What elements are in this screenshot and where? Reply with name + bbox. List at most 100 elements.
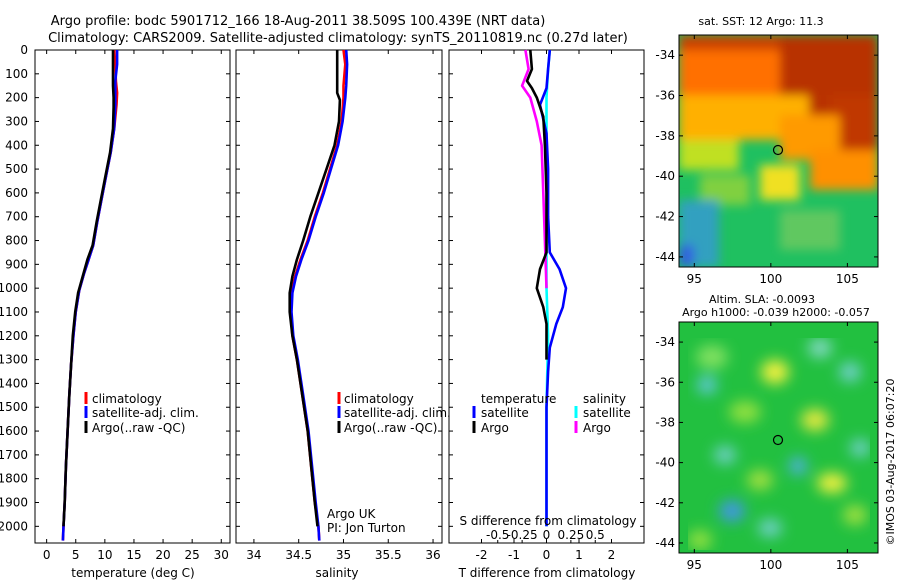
depth-tick-label: 700 (5, 210, 28, 224)
series-line-argo-raw-qc- (62, 50, 115, 527)
depth-tick-label: 1200 (0, 329, 28, 343)
sla-map-ticks: -34 -36 -38 -40 -42 -44 95 100 105 (655, 322, 878, 572)
credit-line-2: PI: Jon Turton (327, 521, 406, 535)
difference-profiles (520, 49, 568, 527)
credit-line-1: Argo UK (327, 507, 376, 521)
lat-tick-label: -34 (655, 48, 675, 62)
salinity-profiles (288, 49, 349, 541)
x-tick-label: 34.5 (285, 548, 312, 562)
depth-tick-label: 200 (5, 91, 28, 105)
lat-tick-label: -44 (655, 250, 675, 264)
s-tick-label: 0.5 (586, 528, 605, 542)
lat-tick-label: -42 (655, 210, 675, 224)
x-tick-label: 0 (43, 548, 51, 562)
series-line-salinity-argo (520, 49, 548, 289)
depth-tick-label: 0 (20, 43, 28, 57)
x-tick-label: 36 (425, 548, 440, 562)
depth-tick-label: 1600 (0, 424, 28, 438)
x-tick-label: -2 (476, 548, 488, 562)
sst-heatmap (679, 35, 878, 267)
s-tick-label: 0 (543, 528, 551, 542)
sla-map-title: Altim. SLA: -0.0093 (709, 293, 815, 306)
legend-label-argo: Argo(..raw -QC) (92, 421, 185, 435)
series-line-climatology (61, 49, 119, 541)
lat-tick-label: -44 (655, 536, 675, 550)
lat-tick-label: -38 (655, 129, 675, 143)
x-tick-label: 20 (155, 548, 170, 562)
lon-tick-label: 100 (759, 272, 782, 286)
lon-tick-label: 95 (687, 272, 702, 286)
salinity-legend: climatology satellite-adj. clim. Argo(..… (337, 392, 451, 435)
legend-label-satellite: satellite-adj. clim. (92, 406, 199, 420)
lat-tick-label: -36 (655, 89, 675, 103)
legend-label-argo: Argo(..raw -QC) (344, 421, 437, 435)
t-difference-axis-label: T difference from climatology (458, 566, 636, 580)
lat-tick-label: -40 (655, 456, 675, 470)
sst-argo-marker (772, 144, 784, 156)
sst-map-title: sat. SST: 12 Argo: 11.3 (698, 15, 823, 28)
temperature-x-axis-label: temperature (deg C) (71, 566, 194, 580)
series-line-temperature-satellite (538, 49, 568, 527)
s-difference-axis-label: S difference from climatology (460, 514, 637, 528)
depth-tick-label: 1400 (0, 376, 28, 390)
sla-heatmap (679, 322, 878, 553)
depth-tick-label: 1000 (0, 281, 28, 295)
lat-tick-label: -38 (655, 415, 675, 429)
series-line-satellite-adj-clim- (61, 50, 119, 541)
legend-title-salinity: salinity (583, 392, 626, 406)
difference-x-ticks: -2 -1 0 1 2 -0.5-0.25 0 0.25 0.5 (476, 50, 616, 562)
lat-tick-label: -40 (655, 169, 675, 183)
sla-argo-marker (772, 434, 784, 446)
depth-tick-label: 600 (5, 186, 28, 200)
series-line-temperature-argo (525, 49, 548, 360)
legend-label-sal-satellite: satellite (583, 406, 631, 420)
depth-tick-label: 1800 (0, 472, 28, 486)
salinity-plot-frame (235, 49, 443, 544)
temperature-legend: climatology satellite-adj. clim. Argo(..… (84, 392, 199, 435)
lon-tick-label: 105 (836, 272, 859, 286)
sla-map-subtitle: Argo h1000: -0.039 h2000: -0.057 (682, 306, 870, 319)
lat-tick-label: -34 (655, 335, 675, 349)
depth-tick-labels: 0 100 200 300 400 500 600 700 800 900 1000 1100 1200… (0, 43, 644, 533)
temperature-x-ticks: 0 5 10 15 20 25 30 (43, 50, 229, 562)
x-tick-label: 10 (97, 548, 112, 562)
lon-tick-label: 105 (836, 558, 859, 572)
depth-tick-label: 500 (5, 162, 28, 176)
legend-label-satellite: satellite-adj. clim. (344, 406, 451, 420)
depth-tick-label: 100 (5, 67, 28, 81)
depth-tick-label: 400 (5, 138, 28, 152)
depth-tick-label: 1500 (0, 400, 28, 414)
x-tick-label: 5 (72, 548, 80, 562)
imos-stamp: ©IMOS 03-Aug-2017 06:07:20 (884, 379, 897, 546)
lat-tick-label: -36 (655, 375, 675, 389)
legend-label-temp-argo: Argo (481, 421, 509, 435)
sla-map-frame (678, 321, 879, 554)
sst-map-ticks: -34 -36 -38 -40 -42 -44 95 100 105 (655, 35, 878, 286)
depth-tick-label: 900 (5, 257, 28, 271)
legend-label-temp-satellite: satellite (481, 406, 529, 420)
x-tick-label: -1 (508, 548, 520, 562)
depth-tick-label: 800 (5, 234, 28, 248)
temperature-plot-frame (34, 49, 231, 544)
depth-tick-label: 2000 (0, 519, 28, 533)
s-tick-label: 0.25 (558, 528, 585, 542)
depth-tick-label: 1100 (0, 305, 28, 319)
sst-map-frame (678, 34, 879, 268)
x-tick-label: 2 (608, 548, 616, 562)
s-tick-label: -0.5 (486, 528, 509, 542)
header-line-2: Climatology: CARS2009. Satellite-adjuste… (48, 31, 628, 46)
x-tick-label: 30 (214, 548, 229, 562)
lat-tick-label: -42 (655, 496, 675, 510)
x-tick-label: 34 (246, 548, 261, 562)
depth-tick-label: 1700 (0, 448, 28, 462)
series-line-argo-raw-qc- (288, 50, 342, 527)
legend-label-climatology: climatology (92, 392, 162, 406)
legend-title-temperature: temperature (481, 392, 556, 406)
difference-legend: temperature satellite Argo salinity sate… (472, 392, 631, 435)
x-tick-label: 1 (575, 548, 583, 562)
x-tick-label: 15 (126, 548, 141, 562)
x-tick-label: 25 (185, 548, 200, 562)
series-line-climatology (289, 49, 347, 541)
legend-label-climatology: climatology (344, 392, 414, 406)
